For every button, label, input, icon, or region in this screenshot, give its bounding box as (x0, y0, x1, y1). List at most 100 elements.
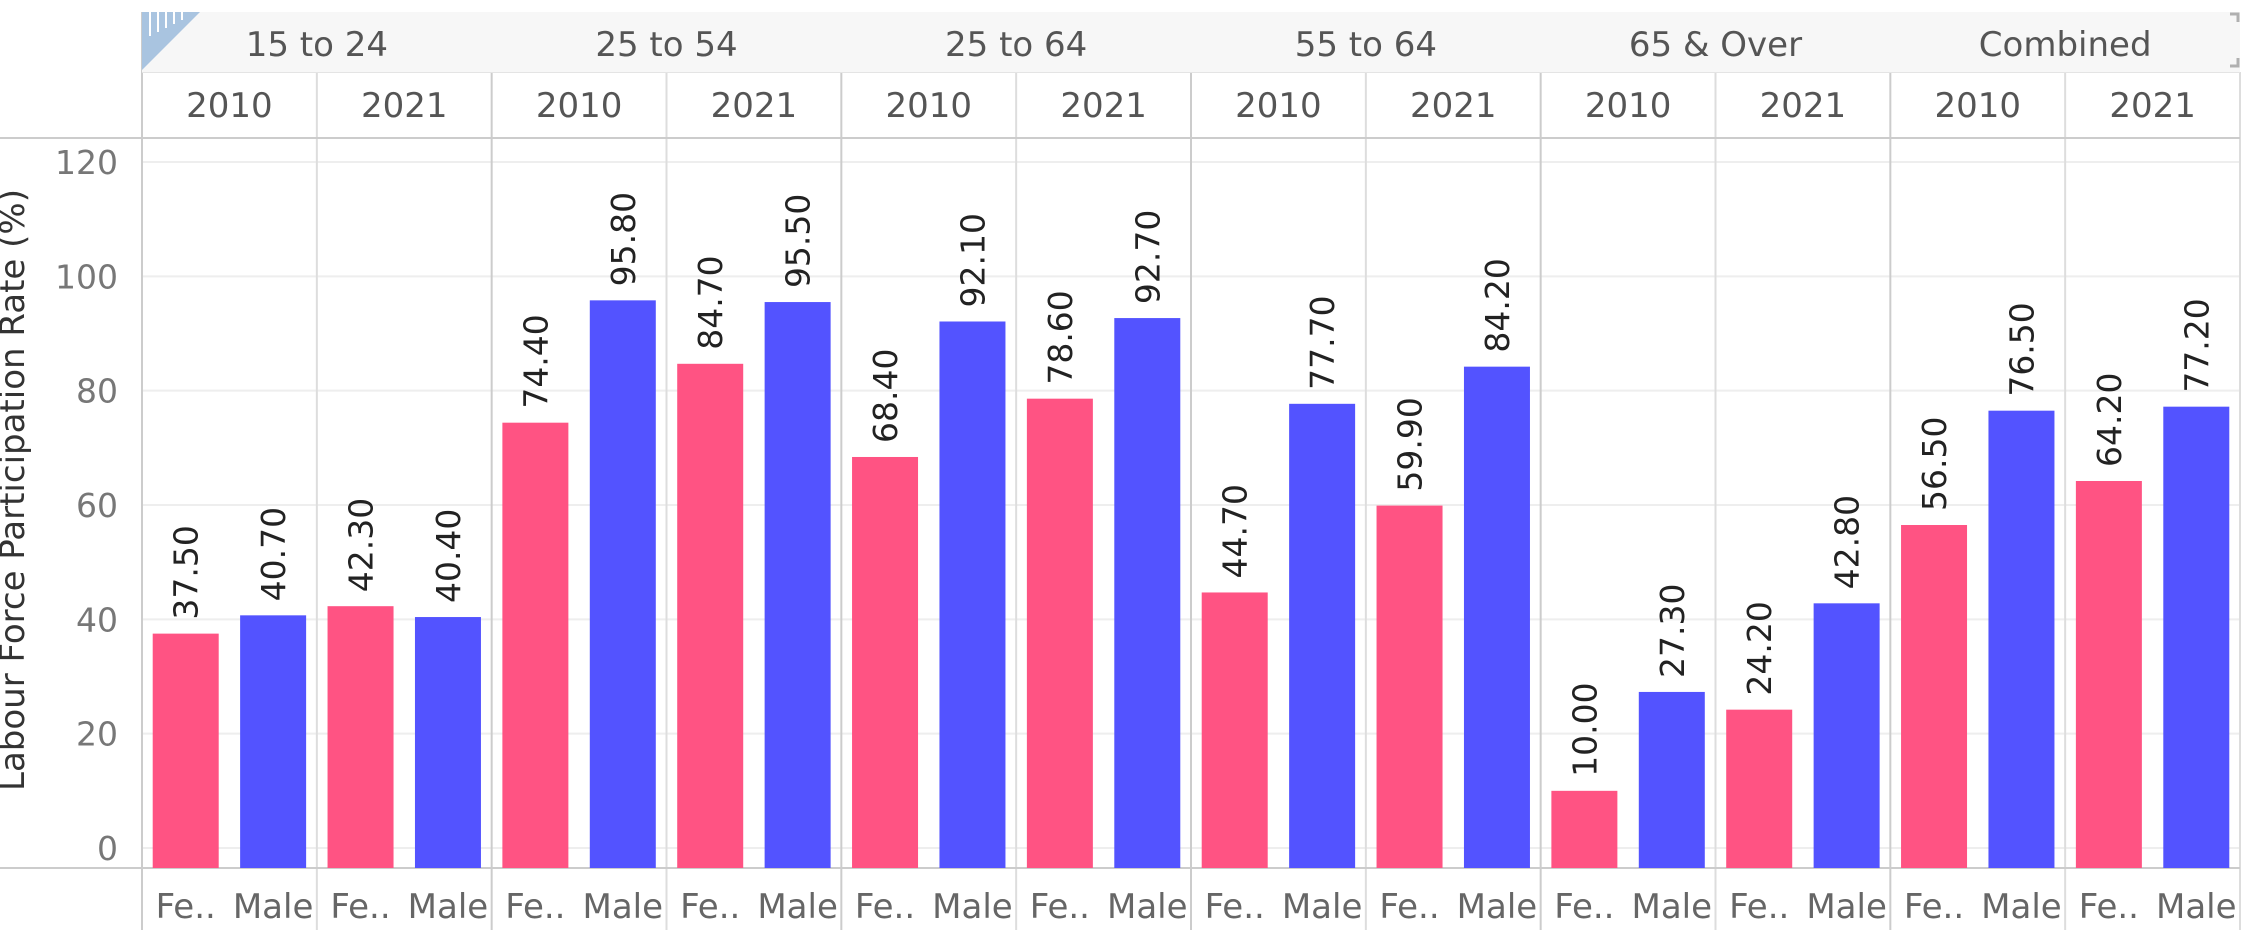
gender-axis-label: Male (2156, 887, 2237, 927)
bar-male[interactable] (764, 302, 831, 868)
bar-value-label: 64.20 (2090, 373, 2129, 467)
bar-female[interactable] (1201, 592, 1268, 868)
gender-axis-label: Fe.. (1205, 887, 1265, 927)
bar-value-label: 84.20 (1478, 258, 1517, 352)
gender-axis-label: Fe.. (1554, 887, 1614, 927)
group-header-label: 65 & Over (1629, 25, 1802, 65)
gender-axis-label: Fe.. (156, 887, 216, 927)
bar-female[interactable] (677, 363, 744, 868)
gender-axis-label: Fe.. (1030, 887, 1090, 927)
y-tick-layer: 0 20 40 60 80 100 120 (55, 143, 118, 868)
bar-male[interactable] (1988, 410, 2055, 868)
gender-axis-label: Male (1981, 887, 2062, 927)
y-tick-label: 120 (55, 143, 118, 182)
bar-value-label: 27.30 (1653, 583, 1692, 677)
bar-female[interactable] (852, 456, 919, 868)
bar-value-label: 59.90 (1391, 397, 1430, 491)
group-header-label: 25 to 54 (595, 25, 737, 65)
gender-axis-label: Male (757, 887, 838, 927)
gender-axis-label: Male (1107, 887, 1188, 927)
year-header-label: 2021 (1760, 86, 1847, 126)
bar-value-label: 77.20 (2177, 298, 2216, 392)
bar-value-label: 74.40 (516, 314, 555, 408)
bar-female[interactable] (1726, 709, 1793, 868)
bar-female[interactable] (502, 422, 569, 868)
group-header-label: 25 to 64 (945, 25, 1087, 65)
bar-value-label: 10.00 (1565, 682, 1604, 776)
bar-value-label: 95.50 (779, 194, 818, 288)
bar-female[interactable] (327, 606, 394, 868)
bar-male[interactable] (1813, 603, 1880, 868)
scroll-corner-icon (2230, 12, 2240, 68)
bar-male[interactable] (589, 300, 656, 868)
year-header-label: 2010 (885, 86, 972, 126)
bar-value-label: 42.30 (342, 498, 381, 592)
bar-female[interactable] (2075, 480, 2142, 868)
gender-axis-label: Fe.. (855, 887, 915, 927)
bar-value-label: 42.80 (1828, 495, 1867, 589)
y-tick-label: 40 (76, 600, 118, 639)
header-layer: 15 to 24 2010 2021 25 to 54 2010 2021 25 to 64… (142, 12, 2240, 126)
grid-layer (0, 12, 2241, 930)
bar-layer: 37.50 40.70 42.30 40.40 74.40 95.80 84.70 95.50… (152, 192, 2230, 868)
bar-female[interactable] (1376, 505, 1443, 868)
gender-axis-label: Male (932, 887, 1013, 927)
bar-male[interactable] (2163, 406, 2230, 868)
bar-female[interactable] (1551, 790, 1618, 868)
year-header-label: 2010 (1585, 86, 1672, 126)
gender-axis-label: Male (1282, 887, 1363, 927)
bar-value-label: 68.40 (866, 348, 905, 442)
bar-value-label: 24.20 (1740, 601, 1779, 695)
bar-value-label: 92.70 (1128, 210, 1167, 304)
bar-value-label: 84.70 (691, 255, 730, 349)
bar-value-label: 76.50 (2002, 302, 2041, 396)
y-tick-label: 0 (97, 829, 118, 868)
bar-value-label: 56.50 (1915, 417, 1954, 511)
bar-value-label: 40.40 (429, 509, 468, 603)
gender-axis-label: Male (1806, 887, 1887, 927)
year-header-label: 2010 (536, 86, 623, 126)
bar-male[interactable] (1114, 318, 1181, 868)
y-tick-label: 100 (55, 257, 118, 296)
bar-value-label: 44.70 (1216, 484, 1255, 578)
gender-axis-label: Fe.. (680, 887, 740, 927)
gender-axis-label: Fe.. (2079, 887, 2139, 927)
gender-axis-label: Male (408, 887, 489, 927)
y-tick-label: 20 (76, 715, 118, 754)
bar-value-label: 78.60 (1041, 290, 1080, 384)
bar-value-label: 37.50 (167, 525, 206, 619)
bar-value-label: 95.80 (604, 192, 643, 286)
year-header-label: 2021 (361, 86, 448, 126)
gender-axis-label: Male (233, 887, 314, 927)
bar-male[interactable] (1289, 403, 1356, 868)
bar-female[interactable] (1901, 525, 1968, 868)
gender-axis-label: Fe.. (1904, 887, 1964, 927)
group-header-label: 15 to 24 (246, 25, 388, 65)
corner-mark-icon (142, 12, 200, 70)
bar-male[interactable] (240, 615, 307, 868)
y-tick-label: 80 (76, 372, 118, 411)
bar-value-label: 77.70 (1303, 295, 1342, 389)
year-header-label: 2021 (2109, 86, 2196, 126)
group-header-label: 55 to 64 (1295, 25, 1437, 65)
year-header-label: 2021 (1060, 86, 1147, 126)
bar-male[interactable] (939, 321, 1006, 868)
year-header-label: 2010 (1235, 86, 1322, 126)
bar-male[interactable] (1638, 691, 1705, 868)
gender-axis-label: Fe.. (1729, 887, 1789, 927)
gender-axis-label: Fe.. (330, 887, 390, 927)
year-header-label: 2021 (1410, 86, 1497, 126)
gender-axis-label: Male (1632, 887, 1713, 927)
bar-female[interactable] (152, 633, 219, 868)
bar-value-label: 92.10 (953, 213, 992, 307)
bar-female[interactable] (1026, 398, 1093, 868)
gender-axis-label: Male (1457, 887, 1538, 927)
year-header-label: 2010 (1934, 86, 2021, 126)
year-header-label: 2021 (711, 86, 798, 126)
gender-axis-label: Male (583, 887, 664, 927)
bar-male[interactable] (1463, 366, 1530, 868)
bar-male[interactable] (414, 617, 481, 868)
group-header-label: Combined (1979, 25, 2152, 65)
y-axis-title: Labour Force Participation Rate (%) (0, 189, 33, 791)
